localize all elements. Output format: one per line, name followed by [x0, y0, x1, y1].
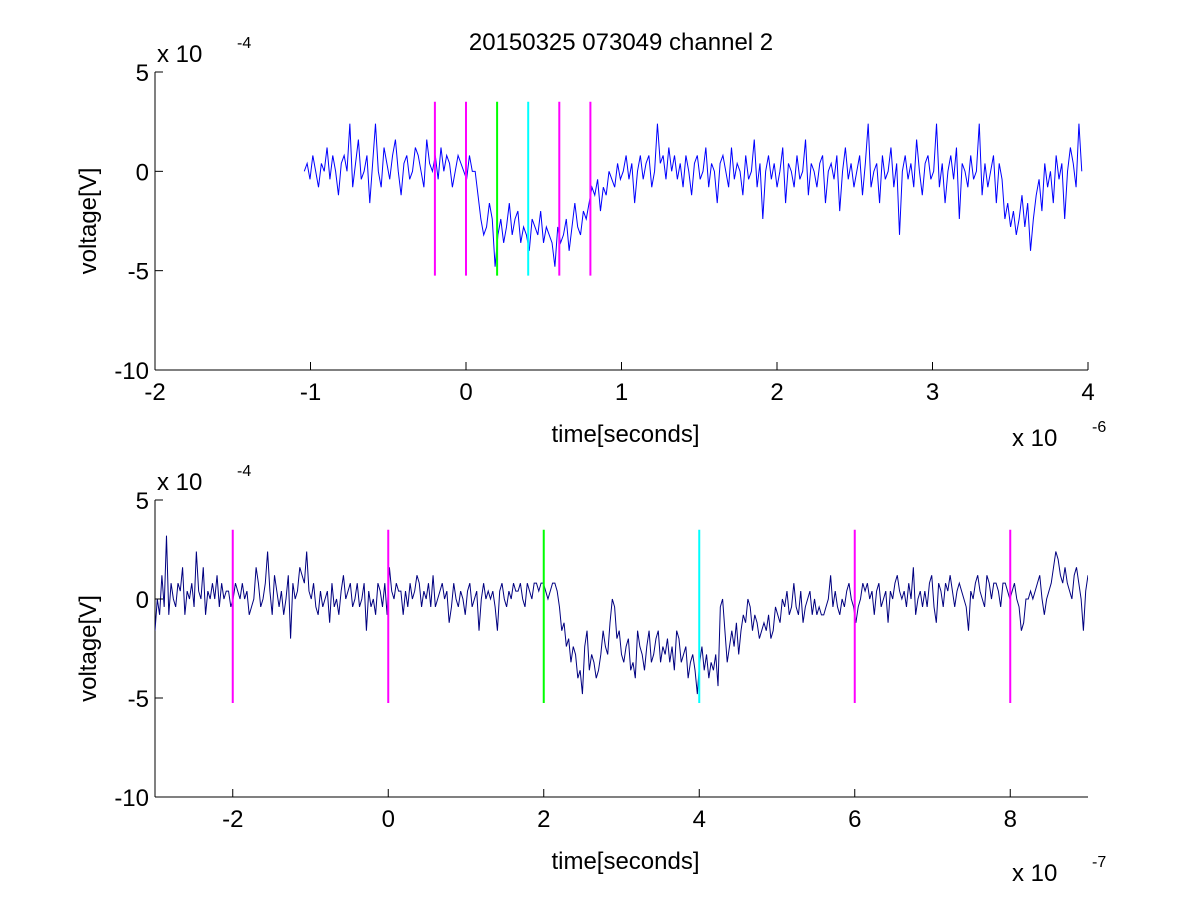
bottom-x-axis-label: time[seconds]: [551, 848, 699, 875]
bottom-x-multiplier: x 10: [1012, 860, 1057, 887]
bottom-y-multiplier: x 10: [157, 469, 202, 496]
top-series-0-line: [303, 123, 1083, 267]
top-x-multiplier: x 10: [1012, 425, 1057, 452]
bottom-y-multiplier-exponent: -4: [237, 463, 251, 480]
bottom-y-axis-label: voltage[V]: [75, 595, 102, 702]
figure-title: 20150325 073049 channel 2: [469, 29, 773, 56]
bottom-x-tick-label: -2: [222, 806, 243, 833]
top-x-tick-label: -1: [300, 379, 321, 406]
top-x-tick-label: 1: [615, 379, 628, 406]
bottom-y-tick-label: 0: [136, 587, 149, 614]
bottom-y-tick-label: -5: [128, 686, 149, 713]
top-x-tick-label: 2: [770, 379, 783, 406]
top-y-tick-label: -10: [114, 358, 149, 385]
bottom-x-tick-label: 6: [848, 806, 861, 833]
bottom-y-tick-label: -10: [114, 785, 149, 812]
top-x-tick-label: 4: [1081, 379, 1094, 406]
top-y-axis-label: voltage[V]: [75, 168, 102, 275]
top-x-axis-label: time[seconds]: [551, 421, 699, 448]
bottom-x-tick-label: 8: [1004, 806, 1017, 833]
bottom-x-tick-label: 2: [537, 806, 550, 833]
top-y-tick-label: 5: [136, 60, 149, 87]
top-x-multiplier-exponent: -6: [1092, 419, 1106, 436]
top-plot-panel: -2 -1 0 1 2 3 4-10-505time[seconds]voltage[V]x…: [75, 35, 1106, 452]
top-y-multiplier-exponent: -4: [237, 35, 251, 52]
bottom-series-0-line: [155, 535, 1088, 695]
top-y-tick-label: -5: [128, 259, 149, 286]
bottom-x-tick-label: 4: [693, 806, 706, 833]
top-y-multiplier: x 10: [157, 41, 202, 68]
bottom-y-tick-label: 5: [136, 488, 149, 515]
bottom-plot-panel: -2 0 2 4 6 8 -10 -5 0 5 time[seconds] voltage[V] x 1…: [75, 463, 1106, 887]
bottom-x-tick-label: 0: [382, 806, 395, 833]
top-y-tick-label: 0: [136, 159, 149, 186]
bottom-x-multiplier-exponent: -7: [1092, 854, 1106, 871]
top-x-tick-label: -2: [144, 379, 165, 406]
top-x-tick-label: 0: [459, 379, 472, 406]
top-x-tick-label: 3: [926, 379, 939, 406]
